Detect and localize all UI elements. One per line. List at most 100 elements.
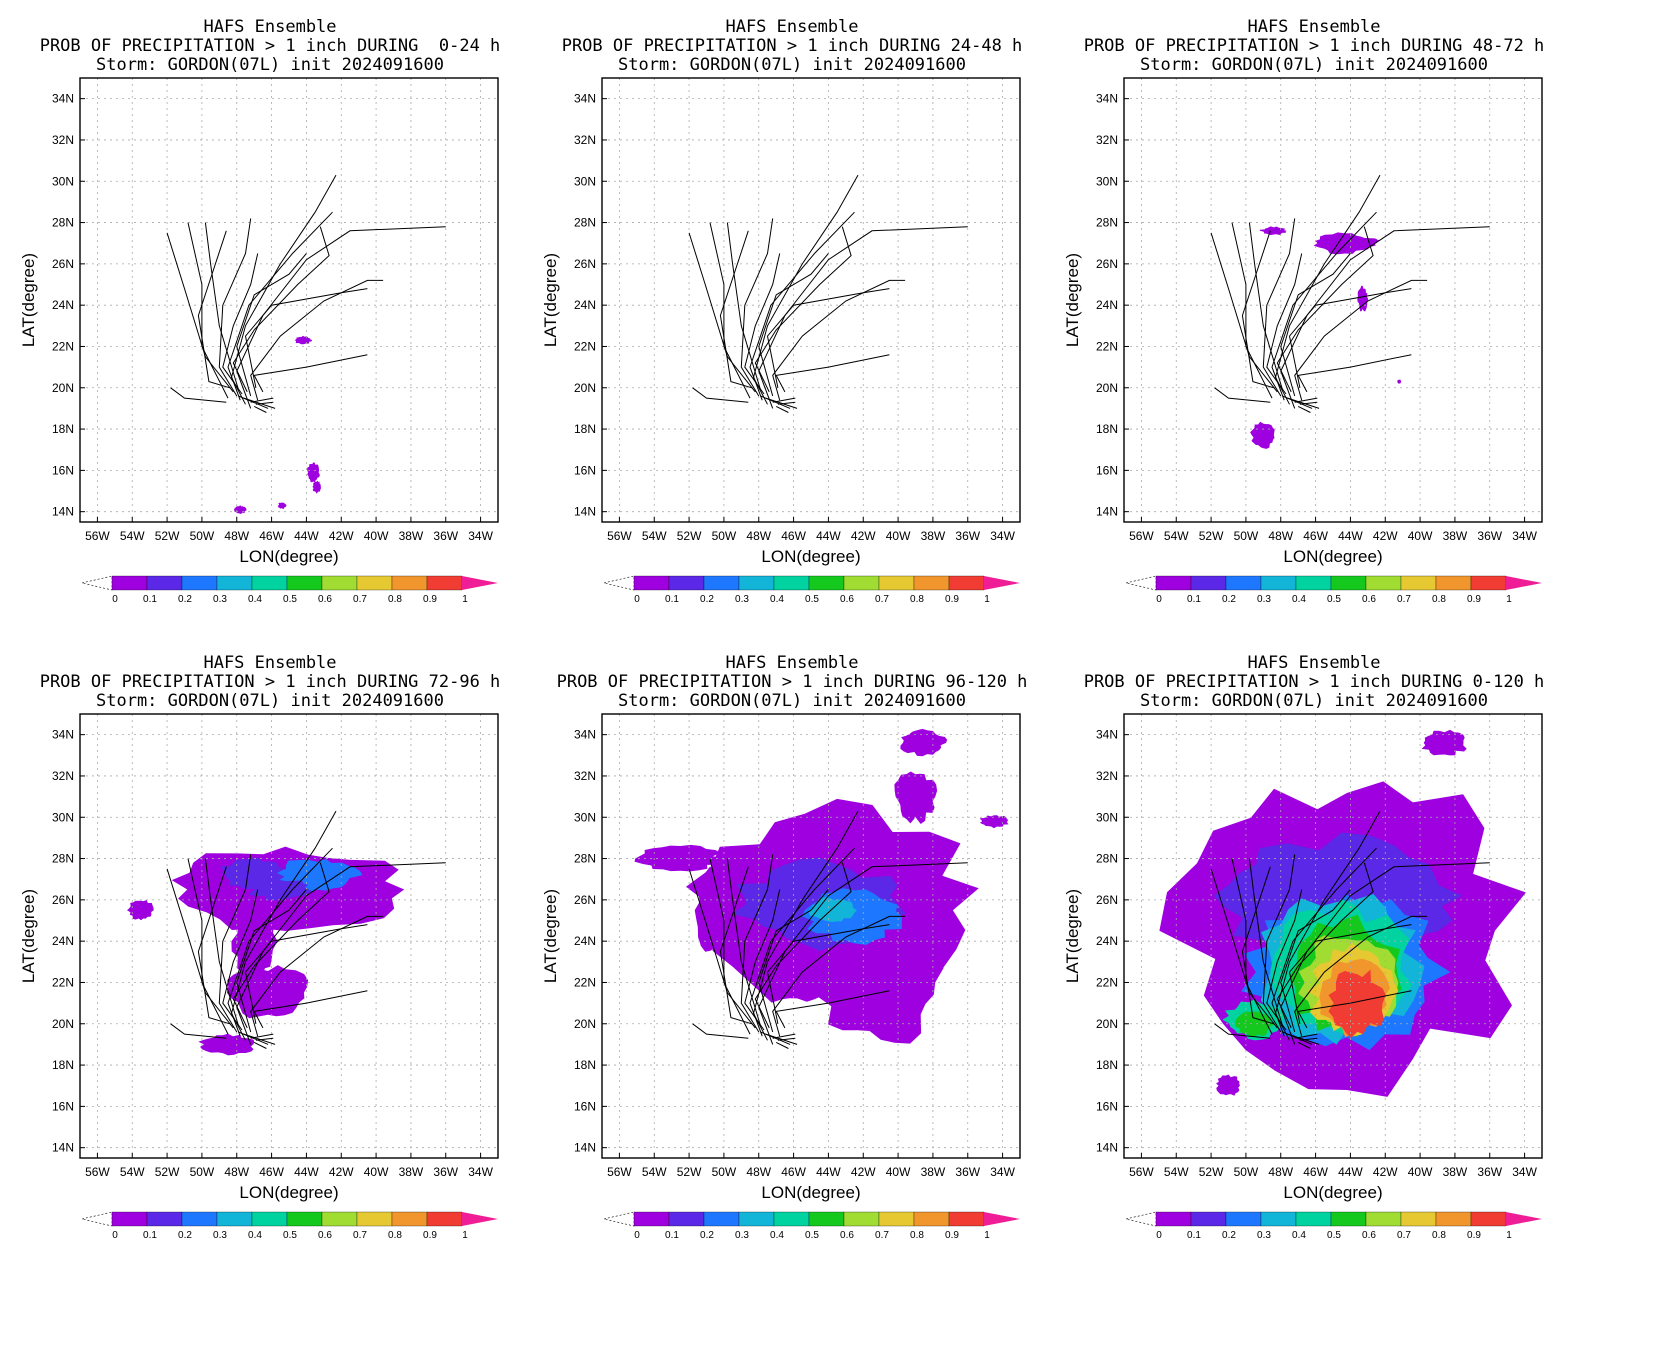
map-plot: 56W 54W 52W 50W 48W 46W 44W 42W 40W 38W 36W 34W 14N 1… bbox=[19, 77, 499, 605]
colorbar-tick-label: 0.8 bbox=[1432, 594, 1446, 605]
track-line bbox=[244, 288, 368, 388]
x-tick-label: 34W bbox=[1512, 529, 1537, 543]
x-tick-label: 48W bbox=[1268, 1165, 1293, 1179]
y-tick-label: 32N bbox=[574, 133, 596, 147]
colorbar-cell bbox=[948, 1211, 985, 1227]
prob-region bbox=[1235, 1011, 1275, 1037]
colorbar-tick-label: 0.8 bbox=[388, 1230, 402, 1241]
colorbar-cell bbox=[913, 1211, 950, 1227]
prob-region bbox=[312, 480, 322, 494]
colorbar-tick-label: 0.7 bbox=[875, 594, 889, 605]
colorbar-cell bbox=[878, 1211, 915, 1227]
x-tick-label: 38W bbox=[1443, 1165, 1468, 1179]
colorbar-cell bbox=[913, 575, 950, 591]
colorbar-tick-label: 0.7 bbox=[353, 1230, 367, 1241]
y-axis-label: LAT(degree) bbox=[541, 253, 560, 347]
x-tick-label: 44W bbox=[294, 1165, 319, 1179]
track-line bbox=[1266, 889, 1303, 1031]
track-line bbox=[744, 253, 781, 395]
colorbar-cell bbox=[1155, 575, 1192, 591]
track-line bbox=[1280, 226, 1490, 409]
colorbar-overflow bbox=[462, 1212, 498, 1226]
colorbar-tick-label: 1 bbox=[984, 1230, 990, 1241]
track-line bbox=[1297, 354, 1412, 393]
y-tick-label: 18N bbox=[52, 1058, 74, 1072]
colorbar-cell bbox=[1470, 1211, 1507, 1227]
panel-title-line2: PROB OF PRECIPITATION > 1 inch DURING 48… bbox=[1083, 36, 1545, 56]
colorbar-tick-label: 0.5 bbox=[1327, 594, 1341, 605]
y-tick-label: 24N bbox=[1096, 298, 1118, 312]
track-line bbox=[1299, 401, 1318, 405]
colorbar-tick-label: 0.3 bbox=[213, 594, 227, 605]
colorbar-cell bbox=[426, 1211, 463, 1227]
prob-region bbox=[900, 728, 948, 757]
track-line bbox=[197, 866, 230, 1025]
panel-title-line2: PROB OF PRECIPITATION > 1 inch DURING 0-… bbox=[39, 36, 501, 56]
y-tick-label: 24N bbox=[1096, 934, 1118, 948]
x-tick-label: 42W bbox=[329, 529, 354, 543]
x-tick-label: 54W bbox=[1164, 529, 1189, 543]
prob-field bbox=[1159, 729, 1526, 1097]
x-tick-label: 52W bbox=[155, 1165, 180, 1179]
x-tick-label: 44W bbox=[1338, 529, 1363, 543]
y-tick-label: 32N bbox=[1096, 769, 1118, 783]
colorbar-cell bbox=[321, 575, 358, 591]
track-line bbox=[744, 889, 781, 1031]
track-line bbox=[222, 889, 259, 1031]
grid bbox=[602, 78, 1020, 522]
colorbar-tick-label: 0.6 bbox=[318, 1230, 332, 1241]
track-line bbox=[222, 253, 259, 395]
track-line bbox=[218, 854, 252, 1033]
track-line bbox=[740, 218, 774, 397]
y-tick-label: 20N bbox=[574, 1017, 596, 1031]
track-line bbox=[197, 230, 230, 389]
panel-title-line3: Storm: GORDON(07L) init 2024091600 bbox=[1140, 691, 1488, 711]
track-line bbox=[232, 862, 330, 1029]
colorbar-tick-label: 0.4 bbox=[1292, 1230, 1306, 1241]
colorbar-tick-label: 0 bbox=[112, 594, 118, 605]
panel-0-120h: HAFS Ensemble PROB OF PRECIPITATION > 1 … bbox=[1044, 636, 1584, 1296]
prob-region bbox=[894, 771, 938, 824]
x-tick-label: 42W bbox=[1373, 529, 1398, 543]
colorbar-cell bbox=[878, 575, 915, 591]
track-line bbox=[253, 354, 368, 393]
track-line bbox=[766, 288, 890, 388]
track-line bbox=[692, 387, 749, 403]
map-plot: 56W 54W 52W 50W 48W 46W 44W 42W 40W 38W 36W 34W 14N 1… bbox=[1063, 713, 1543, 1241]
colorbar-tick-label: 1 bbox=[462, 1230, 468, 1241]
track-line bbox=[760, 395, 791, 409]
track-line bbox=[726, 222, 761, 390]
x-tick-label: 54W bbox=[642, 1165, 667, 1179]
colorbar-tick-label: 0.1 bbox=[1187, 1230, 1201, 1241]
plot-frame bbox=[601, 713, 1021, 1159]
track-line bbox=[253, 1041, 267, 1049]
x-tick-label: 34W bbox=[990, 529, 1015, 543]
y-tick-label: 22N bbox=[52, 975, 74, 989]
colorbar-cell bbox=[426, 575, 463, 591]
x-tick-label: 40W bbox=[1408, 1165, 1433, 1179]
colorbar-cell bbox=[1435, 575, 1472, 591]
prob-field bbox=[234, 335, 322, 514]
track-line bbox=[253, 990, 368, 1029]
panel-title-line3: Storm: GORDON(07L) init 2024091600 bbox=[96, 55, 444, 75]
colorbar-tick-label: 0.7 bbox=[1397, 1230, 1411, 1241]
prob-field bbox=[634, 728, 1009, 1044]
colorbar-tick-label: 0.5 bbox=[805, 594, 819, 605]
colorbar-tick-label: 0 bbox=[634, 1230, 640, 1241]
colorbar-tick-label: 0.2 bbox=[178, 594, 192, 605]
y-tick-label: 26N bbox=[52, 893, 74, 907]
colorbar-cell bbox=[843, 575, 880, 591]
x-tick-label: 52W bbox=[155, 529, 180, 543]
track-line bbox=[232, 226, 330, 393]
track-line bbox=[204, 858, 239, 1026]
colorbar-tick-label: 0.5 bbox=[283, 1230, 297, 1241]
panel-title-line3: Storm: GORDON(07L) init 2024091600 bbox=[96, 691, 444, 711]
colorbar-cell bbox=[1225, 1211, 1262, 1227]
track-line bbox=[1288, 924, 1412, 1024]
colorbar-underflow bbox=[603, 1211, 635, 1227]
panel-title-line2: PROB OF PRECIPITATION > 1 inch DURING 0-… bbox=[1083, 672, 1545, 692]
track-line bbox=[1282, 395, 1313, 409]
colorbar-tick-label: 0 bbox=[1156, 1230, 1162, 1241]
y-tick-label: 14N bbox=[1096, 1141, 1118, 1155]
colorbar-cell bbox=[251, 575, 288, 591]
